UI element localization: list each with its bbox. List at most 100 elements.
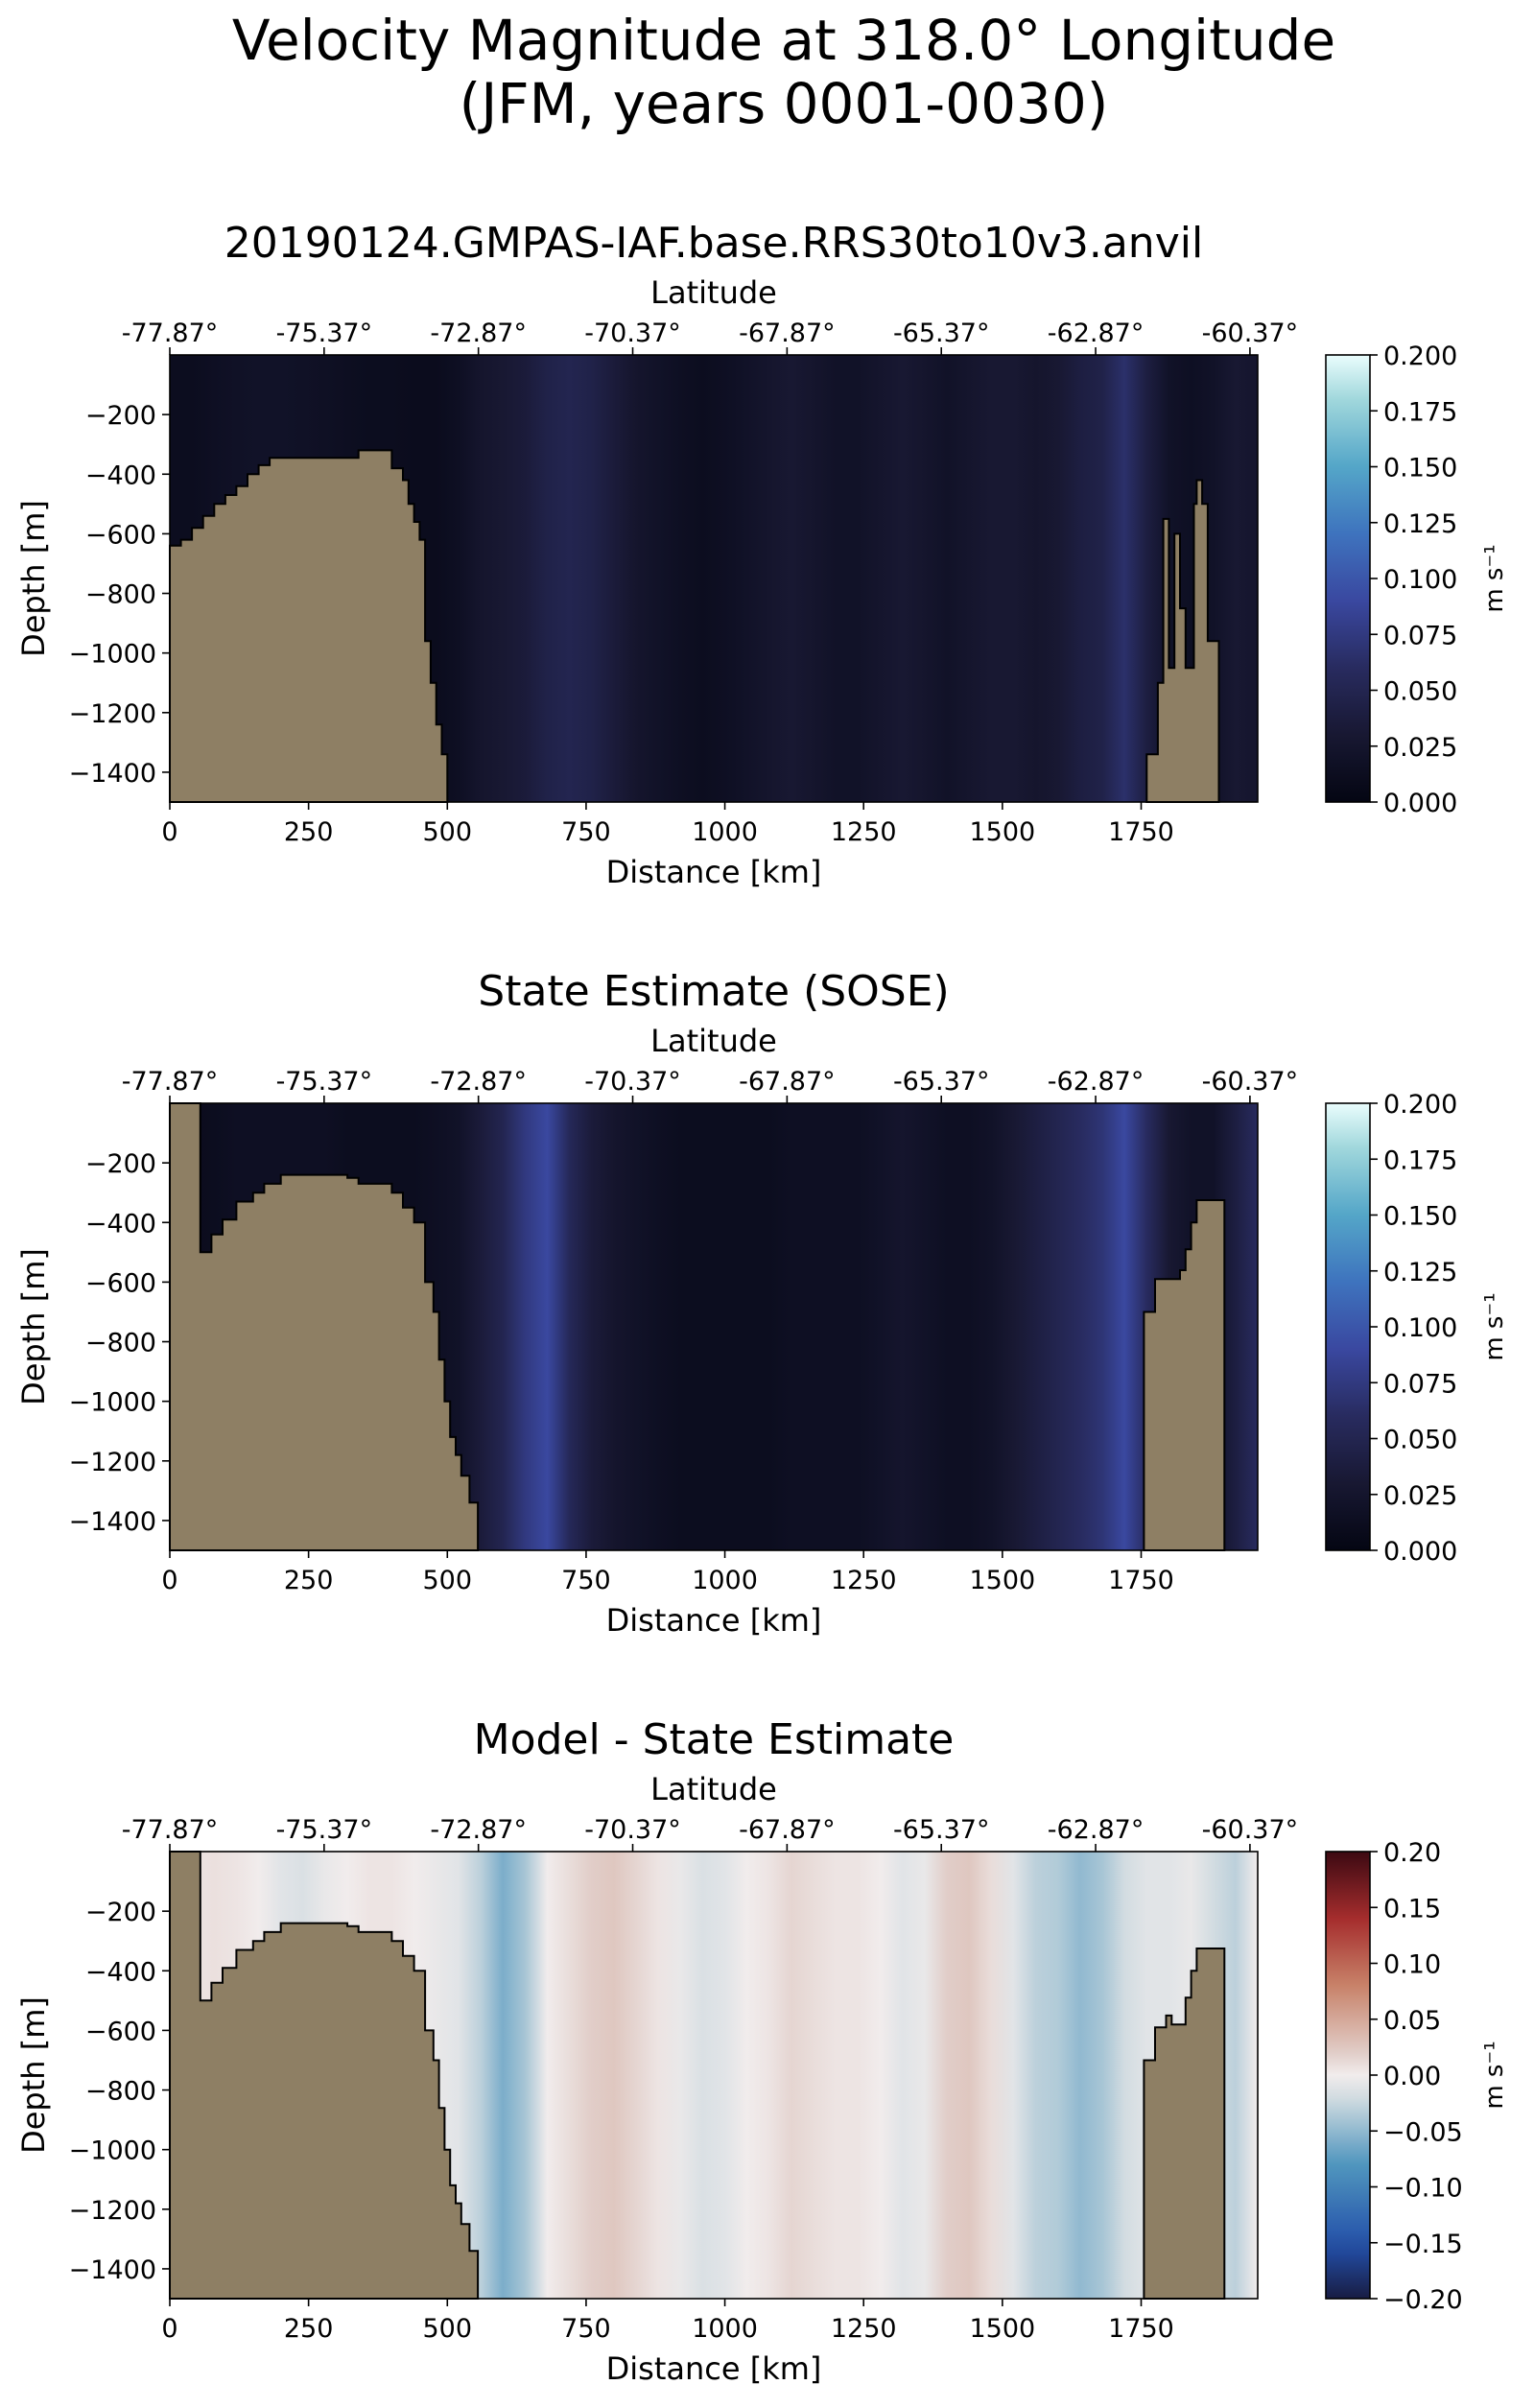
colorbar-tick-label: 0.050 bbox=[1383, 677, 1457, 707]
colorbar-tick-label: −0.10 bbox=[1383, 2174, 1463, 2204]
y-tick-label: −600 bbox=[85, 2017, 156, 2046]
x-tick-label: 750 bbox=[561, 1566, 611, 1595]
x-tick-label: 1500 bbox=[969, 817, 1035, 847]
latitude-axis-label: Latitude bbox=[650, 274, 777, 311]
colorbar-tick-label: 0.100 bbox=[1383, 565, 1457, 595]
y-tick-label: −200 bbox=[85, 1898, 156, 1927]
y-tick-label: −1200 bbox=[69, 699, 156, 729]
x-tick-label: 1500 bbox=[969, 2314, 1035, 2344]
x-tick-label: 1250 bbox=[831, 2314, 897, 2344]
colorbar bbox=[1325, 1102, 1371, 1551]
latitude-tick-label: -67.87° bbox=[739, 1067, 836, 1097]
x-tick-label: 1250 bbox=[831, 1566, 897, 1595]
colorbar-tick-label: 0.200 bbox=[1383, 342, 1457, 371]
land-mask-left bbox=[169, 1851, 480, 2300]
colorbar-tick-label: 0.025 bbox=[1383, 733, 1457, 763]
colorbar-label: m s⁻¹ bbox=[1480, 1292, 1509, 1360]
y-axis-label: Depth [m] bbox=[15, 1996, 52, 2154]
latitude-tick-label: -72.87° bbox=[430, 319, 527, 348]
x-tick-label: 500 bbox=[423, 817, 473, 847]
colorbar-tick-label: 0.05 bbox=[1383, 2006, 1441, 2036]
x-tick-label: 250 bbox=[284, 2314, 334, 2344]
latitude-tick-label: -77.87° bbox=[122, 1067, 219, 1097]
latitude-tick-label: -75.37° bbox=[276, 1067, 373, 1097]
x-tick-label: 250 bbox=[284, 1566, 334, 1595]
axes-frame bbox=[169, 1851, 1259, 2300]
latitude-tick-label: -77.87° bbox=[122, 1815, 219, 1845]
colorbar-tick-label: 0.050 bbox=[1383, 1426, 1457, 1455]
x-tick-label: 0 bbox=[161, 1566, 177, 1595]
y-tick-label: −400 bbox=[85, 1957, 156, 1987]
colorbar-tick-label: 0.000 bbox=[1383, 1537, 1457, 1567]
colorbar-label: m s⁻¹ bbox=[1480, 544, 1509, 612]
x-tick-label: 750 bbox=[561, 2314, 611, 2344]
y-tick-label: −600 bbox=[85, 1268, 156, 1298]
x-axis-label: Distance [km] bbox=[606, 854, 822, 890]
y-tick-label: −1400 bbox=[69, 1507, 156, 1537]
colorbar-tick-label: 0.15 bbox=[1383, 1894, 1441, 1924]
x-tick-label: 1250 bbox=[831, 817, 897, 847]
y-tick-label: −200 bbox=[85, 401, 156, 431]
colorbar-tick-label: 0.10 bbox=[1383, 1950, 1441, 1980]
x-tick-label: 1750 bbox=[1108, 1566, 1174, 1595]
colorbar-tick-label: 0.200 bbox=[1383, 1090, 1457, 1120]
land-mask-right bbox=[1145, 479, 1220, 803]
y-axis-label: Depth [m] bbox=[15, 1248, 52, 1405]
figure-title-line-2: (JFM, years 0001-0030) bbox=[460, 71, 1109, 136]
y-tick-label: −200 bbox=[85, 1149, 156, 1179]
latitude-tick-label: -77.87° bbox=[122, 319, 219, 348]
x-tick-label: 1750 bbox=[1108, 2314, 1174, 2344]
latitude-tick-label: -65.37° bbox=[893, 1815, 990, 1845]
y-tick-label: −800 bbox=[85, 1329, 156, 1358]
axes-frame bbox=[169, 354, 1259, 803]
latitude-tick-label: -60.37° bbox=[1202, 1815, 1299, 1845]
colorbar-tick-label: 0.000 bbox=[1383, 789, 1457, 818]
colorbar-tick-label: 0.025 bbox=[1383, 1481, 1457, 1511]
y-tick-label: −800 bbox=[85, 580, 156, 610]
latitude-tick-label: -62.87° bbox=[1048, 1067, 1145, 1097]
latitude-tick-label: -65.37° bbox=[893, 319, 990, 348]
latitude-tick-label: -62.87° bbox=[1048, 319, 1145, 348]
colorbar-tick-label: 0.100 bbox=[1383, 1313, 1457, 1343]
colorbar-tick-label: −0.20 bbox=[1383, 2285, 1463, 2315]
colorbar-tick-label: 0.150 bbox=[1383, 454, 1457, 484]
y-axis-label: Depth [m] bbox=[15, 500, 52, 657]
colorbar bbox=[1325, 354, 1371, 803]
y-tick-label: −600 bbox=[85, 520, 156, 550]
colorbar-tick-label: 0.125 bbox=[1383, 1258, 1457, 1287]
x-tick-label: 1000 bbox=[692, 1566, 758, 1595]
colorbar-tick-label: 0.075 bbox=[1383, 621, 1457, 650]
colorbar-tick-label: 0.125 bbox=[1383, 509, 1457, 539]
y-tick-label: −400 bbox=[85, 460, 156, 490]
y-tick-label: −400 bbox=[85, 1209, 156, 1239]
x-tick-label: 250 bbox=[284, 817, 334, 847]
x-tick-label: 1500 bbox=[969, 1566, 1035, 1595]
colorbar-tick-label: 0.20 bbox=[1383, 1838, 1441, 1868]
x-tick-label: 1000 bbox=[692, 817, 758, 847]
x-tick-label: 500 bbox=[423, 1566, 473, 1595]
colorbar-tick-label: 0.150 bbox=[1383, 1202, 1457, 1232]
y-tick-label: −1000 bbox=[69, 640, 156, 670]
axes-frame bbox=[169, 1102, 1259, 1551]
land-mask-right bbox=[1143, 1948, 1226, 2300]
latitude-tick-label: -70.37° bbox=[584, 319, 681, 348]
latitude-axis-label: Latitude bbox=[650, 1023, 777, 1059]
panel-title: State Estimate (SOSE) bbox=[478, 967, 949, 1016]
x-tick-label: 1000 bbox=[692, 2314, 758, 2344]
latitude-tick-label: -62.87° bbox=[1048, 1815, 1145, 1845]
colorbar-label: m s⁻¹ bbox=[1480, 2041, 1509, 2109]
colorbar bbox=[1325, 1851, 1371, 2300]
colorbar-tick-label: 0.075 bbox=[1383, 1369, 1457, 1399]
figure-title-line-1: Velocity Magnitude at 318.0° Longitude bbox=[232, 8, 1335, 73]
y-tick-label: −1000 bbox=[69, 2137, 156, 2166]
latitude-tick-label: -75.37° bbox=[276, 319, 373, 348]
x-axis-label: Distance [km] bbox=[606, 1602, 822, 1639]
land-mask-left bbox=[169, 449, 449, 803]
x-axis-label: Distance [km] bbox=[606, 2350, 822, 2387]
latitude-tick-label: -67.87° bbox=[739, 319, 836, 348]
y-tick-label: −1400 bbox=[69, 759, 156, 789]
y-tick-label: −1400 bbox=[69, 2255, 156, 2285]
panel-title: Model - State Estimate bbox=[474, 1715, 955, 1764]
latitude-tick-label: -75.37° bbox=[276, 1815, 373, 1845]
